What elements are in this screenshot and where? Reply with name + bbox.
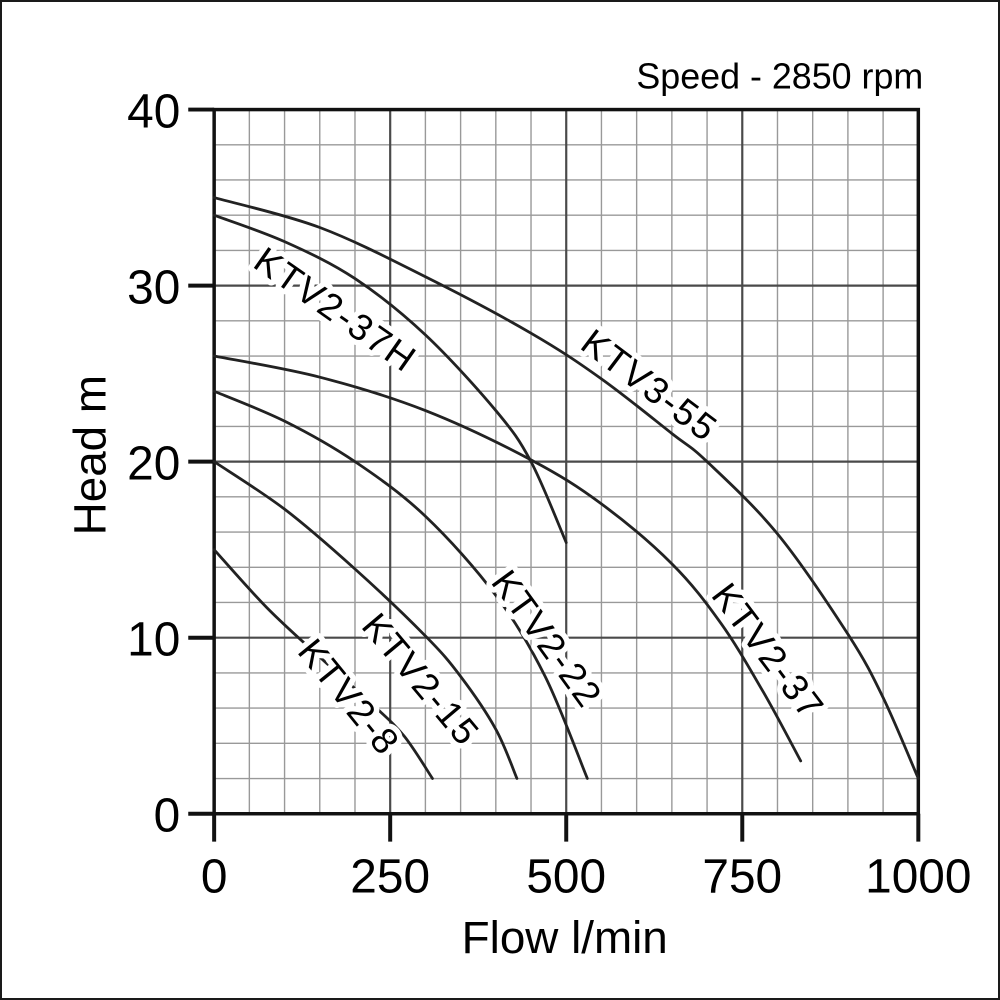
x-tick-label: 750: [702, 850, 782, 903]
y-tick-label: 30: [127, 262, 180, 315]
curve-ktv3-55: [212, 196, 920, 780]
y-axis-title: Head m: [65, 375, 116, 535]
curve-label-ktv2-22: KTV2-22: [484, 563, 611, 716]
curve-ktv2-22: [212, 389, 589, 780]
y-tick-label: 0: [154, 790, 181, 843]
y-tick-label: 40: [127, 85, 180, 138]
tick-labels: 0 250 500 750 1000 0 10 20 30 40: [127, 85, 971, 903]
x-tick-label: 0: [201, 850, 228, 903]
x-tick-label: 1000: [865, 850, 971, 903]
speed-annotation: Speed - 2850 rpm: [636, 57, 923, 97]
x-axis-title: Flow l/min: [462, 912, 668, 963]
major-grid: [214, 109, 919, 814]
y-tick-label: 10: [127, 614, 180, 667]
y-tick-label: 20: [127, 438, 180, 491]
curve-ktv2-37: [212, 354, 803, 763]
axis-ticks: [188, 107, 921, 842]
pump-curves: [212, 196, 920, 780]
x-tick-label: 250: [350, 850, 430, 903]
curve-ktv2-15: [212, 460, 519, 780]
x-tick-label: 500: [526, 850, 606, 903]
curve-labels: KTV3-55KTV2-37HKTV2-37KTV2-22KTV2-15KTV2…: [241, 234, 838, 769]
curve-label-ktv3-55: KTV3-55: [574, 321, 726, 450]
curve-ktv2-8: [212, 548, 434, 780]
curve-ktv2-37h: [212, 213, 568, 545]
